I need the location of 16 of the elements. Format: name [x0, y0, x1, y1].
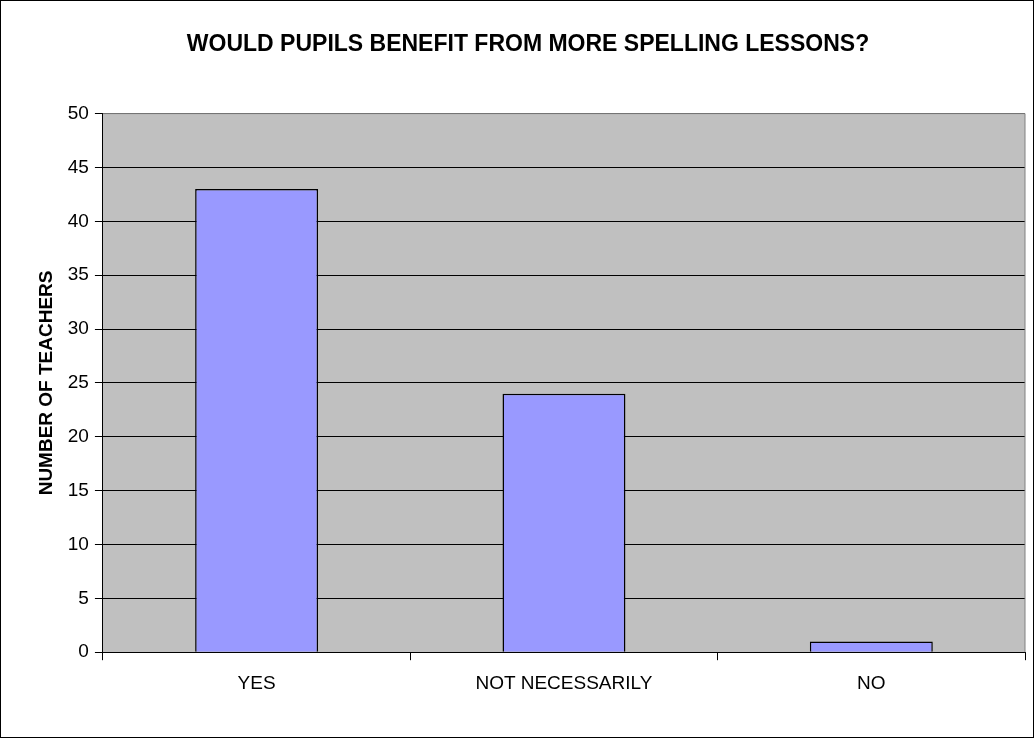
chart-title: WOULD PUPILS BENEFIT FROM MORE SPELLING LESSONS? [186, 30, 870, 57]
y-tick-label: 45 [67, 155, 89, 177]
y-tick-label: 30 [67, 317, 89, 339]
x-tick-label: NOT NECESSARILY [475, 671, 653, 693]
y-axis-title: NUMBER OF TEACHERS [34, 270, 56, 496]
y-tick-label: 10 [67, 532, 89, 554]
y-tick-label: 15 [67, 478, 89, 500]
y-tick-label: 35 [67, 263, 89, 285]
x-tick-label: NO [857, 671, 886, 693]
y-tick-label: 20 [67, 424, 89, 446]
y-tick-label: 5 [78, 586, 89, 608]
y-tick-label: 0 [78, 640, 89, 662]
y-tick-label: 40 [67, 209, 89, 231]
y-tick-label: 50 [67, 101, 89, 123]
x-tick-label: YES [237, 671, 276, 693]
y-tick-label: 25 [67, 371, 89, 393]
